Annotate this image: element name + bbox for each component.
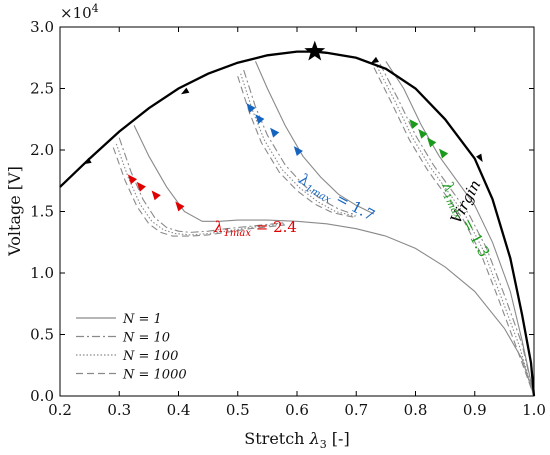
x-ticks: 0.2 0.3 0.4 0.5 0.6 0.7 0.8 0.9 1.0	[48, 27, 546, 419]
x-tick-label: 1.0	[522, 401, 546, 419]
y-ticks: 0.0 0.5 1.0 1.5 2.0 2.5 3.0	[30, 18, 534, 405]
cyclic-curve-dashed	[373, 67, 535, 397]
virgin-direction-arrow	[180, 87, 190, 95]
y-tick-label: 0.5	[30, 326, 54, 344]
x-tick-label: 0.2	[48, 401, 72, 419]
x-tick-label: 0.5	[226, 401, 250, 419]
legend-label: N = 100	[122, 349, 178, 364]
y-multiplier-label: ×104	[60, 2, 99, 22]
x-tick-label: 0.4	[167, 401, 191, 419]
legend-label: N = 1000	[122, 368, 187, 383]
y-axis-label: Voltage [V]	[5, 166, 24, 257]
virgin-curve	[59, 50, 536, 397]
x-tick-label: 0.6	[285, 401, 309, 419]
legend-label: N = 1	[122, 312, 162, 327]
cyclic-curve-dashed	[112, 147, 286, 237]
cycle-arrow-marker	[136, 181, 146, 192]
cycle-arrow-marker	[175, 201, 185, 212]
cycle-arrow-marker	[418, 128, 428, 139]
x-axis-label: Stretch λ3 [-]	[244, 429, 349, 451]
legend: N = 1 N = 10 N = 100 N = 1000	[76, 312, 187, 383]
cyclic-curve-dashdot	[243, 69, 357, 216]
cyclic-curve-solid	[385, 61, 535, 397]
cycle-arrow-marker	[293, 146, 303, 157]
label-lambda-1-7: λ1max = 1.7	[294, 169, 378, 227]
y-tick-label: 0.0	[30, 387, 54, 405]
y-tick-label: 2.5	[30, 80, 54, 98]
y-tick-label: 1.0	[30, 264, 54, 282]
peak-star-marker	[304, 40, 326, 61]
cyclic-curve-dotted	[376, 66, 535, 397]
cycle-arrow-marker	[427, 137, 437, 148]
cycle-arrow-marker	[246, 103, 256, 113]
cyclic-curve-solid	[254, 61, 375, 215]
cycle-arrow-marker	[438, 148, 449, 159]
x-tick-label: 0.8	[404, 401, 428, 419]
cycle-arrow-marker	[151, 190, 161, 201]
arrow-markers-layer	[83, 40, 483, 212]
virgin-direction-arrow	[476, 153, 483, 163]
x-tick-label: 0.3	[107, 401, 131, 419]
cyclic-curve-dashed	[237, 76, 357, 219]
y-tick-label: 1.5	[30, 203, 54, 221]
cycle-arrow-marker	[409, 119, 419, 129]
cyclic-curve-dashdot	[379, 63, 535, 397]
cyclic-curve-solid	[133, 125, 535, 397]
y-tick-label: 3.0	[30, 18, 54, 36]
virgin-direction-arrow	[370, 56, 379, 64]
cyclic-curve-dashdot	[118, 137, 286, 233]
x-tick-label: 0.7	[344, 401, 368, 419]
cyclic-curve-dotted	[115, 143, 286, 236]
x-tick-label: 0.9	[463, 401, 487, 419]
y-tick-label: 2.0	[30, 141, 54, 159]
virgin-direction-arrow	[83, 157, 92, 165]
cycle-arrow-marker	[127, 174, 138, 185]
legend-label: N = 10	[122, 331, 170, 346]
cycle-arrow-marker	[255, 114, 265, 125]
cycle-arrow-marker	[270, 127, 280, 138]
label-lambda-2-4: λ1max = 2.4	[213, 218, 297, 239]
